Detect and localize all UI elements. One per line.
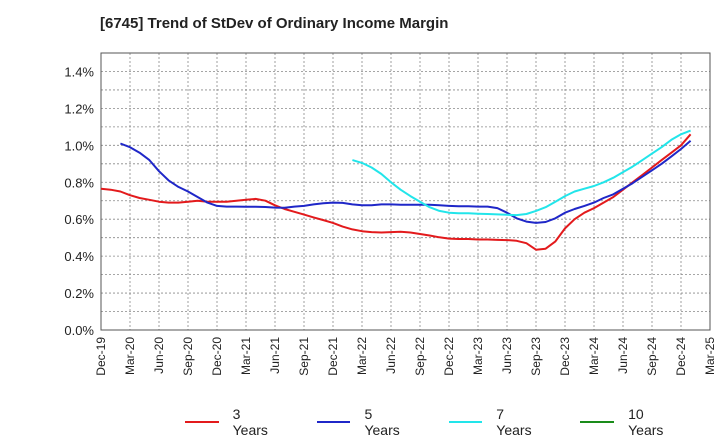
x-tick-label: Sep-24 [645,337,659,376]
x-tick-label: Sep-21 [297,337,311,376]
legend-item: 3 Years [185,406,279,438]
series-line-3-years [100,133,692,251]
x-tick-label: Dec-19 [94,337,108,376]
x-axis-ticks: Dec-19 Mar-20 Jun-20 Sep-20 Dec-20 Mar-21 Jun-… [94,337,717,376]
y-axis-ticks: 0.0% 0.2% 0.4% 0.6% 0.8% 1.0% 1.2% 1.4% [64,64,94,338]
y-tick-label: 1.4% [64,64,94,79]
x-tick-label: Sep-23 [529,337,543,376]
legend-item: 10 Years [580,406,682,438]
legend-label: 7 Years [496,406,532,438]
x-tick-label: Jun-22 [384,337,398,374]
legend-label: 10 Years [628,406,664,438]
x-tick-label: Sep-20 [181,337,195,376]
legend-swatch [448,421,483,423]
y-tick-label: 0.0% [64,323,94,338]
y-tick-label: 0.8% [64,175,94,190]
x-tick-label: Dec-20 [210,337,224,376]
legend-item: 7 Years [448,406,543,438]
plot-frame [100,52,711,331]
legend-swatch [316,421,351,423]
x-tick-label: Mar-24 [587,337,601,375]
legend-swatch [185,421,219,423]
x-tick-label: Jun-21 [268,337,282,374]
y-tick-label: 1.0% [64,138,94,153]
y-tick-label: 0.2% [64,286,94,301]
legend-item: 5 Years [316,406,411,438]
x-tick-label: Jun-20 [152,337,166,374]
legend-label: 5 Years [364,406,400,438]
y-tick-label: 1.2% [64,101,94,116]
y-tick-label: 0.6% [64,212,94,227]
x-tick-label: Mar-20 [123,337,137,375]
x-tick-label: Mar-23 [471,337,485,375]
legend-label: 3 Years [232,406,268,438]
x-tick-label: Dec-24 [674,337,688,376]
x-tick-label: Sep-22 [413,337,427,376]
x-tick-label: Dec-23 [558,337,572,376]
x-tick-label: Jun-24 [616,337,630,374]
x-tick-label: Dec-22 [442,337,456,376]
chart-title: [6745] Trend of StDev of Ordinary Income… [100,15,449,32]
legend-swatch [580,421,615,423]
series-line-7-years [352,129,691,217]
x-tick-label: Jun-23 [500,337,514,374]
series-lines [100,129,692,251]
y-tick-label: 0.4% [64,249,94,264]
x-tick-label: Dec-21 [326,337,340,376]
x-tick-label: Mar-25 [703,337,717,375]
x-tick-label: Mar-21 [239,337,253,375]
series-line-5-years [120,139,692,224]
legend: 3 Years 5 Years 7 Years 10 Years [185,406,720,438]
x-tick-label: Mar-22 [355,337,369,375]
grid-lines [101,53,710,330]
